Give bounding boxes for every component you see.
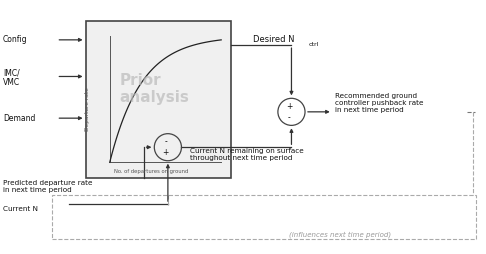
- Text: -: -: [288, 113, 291, 122]
- Text: +: +: [286, 102, 293, 111]
- Bar: [86, 21, 231, 178]
- Text: No. of departures on ground: No. of departures on ground: [114, 169, 188, 174]
- Text: ctrl: ctrl: [309, 42, 319, 47]
- Text: Demand: Demand: [3, 114, 35, 123]
- Text: (influences next time period): (influences next time period): [289, 231, 391, 238]
- Text: Current N remaining on surface
throughout next time period: Current N remaining on surface throughou…: [190, 148, 303, 161]
- Text: Desired N: Desired N: [253, 35, 294, 44]
- Text: Prior
analysis: Prior analysis: [120, 73, 190, 105]
- Bar: [52, 195, 476, 240]
- Text: Recommended ground
controller pushback rate
in next time period: Recommended ground controller pushback r…: [335, 93, 424, 113]
- Text: Config: Config: [3, 35, 28, 44]
- Text: Departure rate: Departure rate: [85, 87, 90, 131]
- Text: IMC/
VMC: IMC/ VMC: [3, 68, 20, 87]
- Text: Current N: Current N: [3, 206, 38, 212]
- Text: +: +: [163, 148, 169, 157]
- Text: -: -: [164, 137, 167, 146]
- Text: Predicted departure rate
in next time period: Predicted departure rate in next time pe…: [3, 180, 93, 193]
